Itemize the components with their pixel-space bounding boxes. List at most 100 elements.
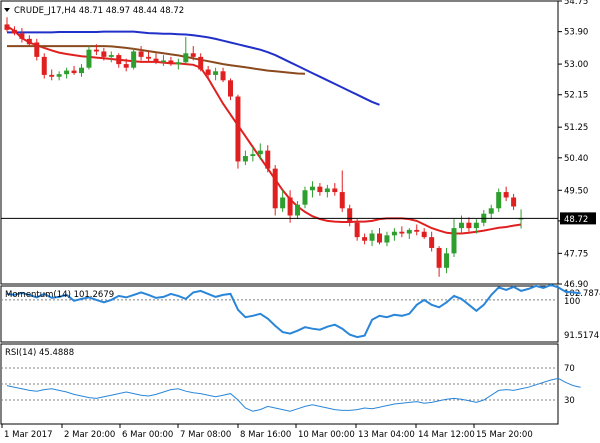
candle-body <box>451 228 457 254</box>
candle-body <box>414 229 420 232</box>
candle-body <box>175 62 181 65</box>
candle-body <box>79 67 84 74</box>
price-axis-label-3: 52.15 <box>564 91 588 101</box>
candle <box>49 69 55 81</box>
candle-body <box>250 154 256 157</box>
moving-average-line-2 <box>7 30 380 106</box>
candle-body <box>153 58 159 63</box>
x-axis-label-4: 8 Mar 16:00 <box>240 430 291 440</box>
candle <box>220 67 226 83</box>
candle <box>302 186 308 209</box>
candle <box>332 183 338 196</box>
candle-body <box>369 233 375 241</box>
candle <box>354 219 360 241</box>
candle <box>242 150 248 166</box>
candle-body <box>108 55 114 57</box>
momentum-title: Momentum(14) 101.2679 <box>5 290 114 300</box>
candle-body <box>49 74 55 77</box>
candle-body <box>86 49 92 68</box>
candle-body <box>302 190 308 205</box>
candle-body <box>496 192 502 209</box>
rsi-axis-label-0: 70 <box>564 364 575 374</box>
candle-body <box>384 235 390 243</box>
candle-body <box>116 55 122 65</box>
candle <box>384 231 390 247</box>
candle-body <box>26 38 32 45</box>
candle-body <box>190 53 196 57</box>
candle-body <box>131 51 137 68</box>
candle-body <box>123 64 129 68</box>
candle <box>317 183 323 196</box>
candle-body <box>332 188 338 193</box>
candle-body <box>391 231 397 236</box>
candle-body <box>295 204 301 216</box>
candle <box>444 247 450 274</box>
price-axis-label-6: 49.50 <box>564 186 588 196</box>
candle <box>429 231 435 252</box>
x-axis-label-3: 7 Mar 08:00 <box>180 430 231 440</box>
price-axis-label-4: 51.25 <box>564 123 588 133</box>
candle-body <box>101 51 107 57</box>
candle <box>34 38 40 61</box>
candle-body <box>257 150 263 155</box>
x-axis-label-5: 10 Mar 00:00 <box>298 430 355 440</box>
candle-body <box>228 80 233 97</box>
candle-body <box>444 253 450 268</box>
candle-body <box>436 247 442 268</box>
candle <box>362 233 368 245</box>
candle-body <box>160 60 166 63</box>
candle <box>399 226 405 238</box>
candle-body <box>146 56 152 59</box>
candle-body <box>4 24 10 30</box>
candle-body <box>213 71 219 75</box>
candle-body <box>272 168 278 209</box>
candle-body <box>377 233 382 243</box>
candle-body <box>429 237 435 248</box>
candle <box>138 46 144 61</box>
candle <box>131 47 137 70</box>
candle <box>26 35 32 47</box>
candle-body <box>19 33 25 39</box>
candle <box>347 204 353 227</box>
candle <box>56 71 62 81</box>
candle <box>198 53 204 72</box>
candle <box>377 228 382 245</box>
candle <box>436 246 442 277</box>
candle <box>466 217 472 232</box>
candle-body <box>466 222 472 229</box>
x-axis-label-0: 1 Mar 2017 <box>4 430 52 440</box>
panel-frame-price <box>0 0 559 285</box>
price-axis-label-1: 53.90 <box>564 28 588 38</box>
candle-body <box>317 186 323 193</box>
candle-body <box>198 56 204 70</box>
x-axis-label-7: 14 Mar 12:00 <box>418 430 475 440</box>
candle <box>11 26 17 36</box>
candle-body <box>138 51 144 57</box>
candle-body <box>71 70 77 74</box>
candle <box>93 44 99 56</box>
candles <box>4 17 524 277</box>
candle-body <box>205 69 211 75</box>
candle <box>511 193 517 211</box>
x-axis-label-6: 13 Mar 04:00 <box>358 430 415 440</box>
price-axis-label-2: 53.00 <box>564 60 588 70</box>
candle-body <box>362 237 368 241</box>
candle-body <box>309 186 315 191</box>
candle-body <box>503 192 509 198</box>
candle <box>257 143 263 160</box>
candle <box>183 37 189 65</box>
candle-body <box>473 222 479 229</box>
candle <box>108 51 114 63</box>
rsi-axis-label-1: 30 <box>564 396 575 406</box>
candle <box>101 47 107 61</box>
candle <box>272 165 278 216</box>
candle-body <box>220 71 226 81</box>
candle <box>265 145 271 173</box>
candle <box>4 17 10 32</box>
candle-body <box>242 156 248 162</box>
candle <box>473 219 479 234</box>
x-axis-label-8: 15 Mar 20:00 <box>476 430 533 440</box>
candle <box>19 28 25 43</box>
current-price-badge <box>560 212 596 225</box>
candle-body <box>458 222 464 229</box>
